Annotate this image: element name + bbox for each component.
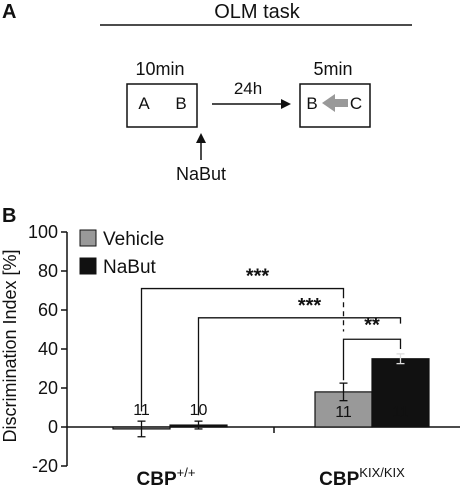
- box2-object-right: C: [350, 94, 362, 113]
- significance-bracket: [342, 338, 402, 381]
- significance-label: ***: [246, 266, 270, 288]
- significance-bracket: [140, 287, 345, 412]
- treatment-arrowhead: [196, 133, 206, 143]
- box1-object-left: A: [138, 94, 150, 113]
- legend-label: Vehicle: [103, 229, 164, 250]
- box1-duration: 10min: [135, 59, 184, 79]
- legend-label: NaBut: [103, 257, 157, 278]
- y-tick-label: 0: [48, 417, 58, 437]
- box2-object-left: B: [306, 94, 317, 113]
- box2-duration: 5min: [313, 59, 352, 79]
- sample-size-label: 11: [392, 404, 409, 421]
- interval-label: 24h: [234, 79, 262, 98]
- legend-swatch: [79, 257, 97, 275]
- y-tick-label: 40: [38, 339, 58, 359]
- object-moved-arrow-icon: [322, 94, 348, 112]
- significance-label: ***: [298, 295, 322, 317]
- y-tick-label: 80: [38, 261, 58, 281]
- training-arena-box: [126, 83, 198, 128]
- significance-label: **: [364, 314, 380, 336]
- panel-b-letter: B: [2, 205, 16, 227]
- y-tick-label: -20: [32, 456, 58, 476]
- y-axis-label: Discrimination Index [%]: [0, 249, 20, 442]
- olm-task-title: OLM task: [214, 1, 301, 23]
- y-tick-label: 20: [38, 378, 58, 398]
- interval-arrowhead: [281, 99, 291, 109]
- box1-object-right: B: [175, 94, 186, 113]
- treatment-label: NaBut: [176, 164, 226, 184]
- y-tick-label: 100: [28, 222, 58, 242]
- y-tick-label: 60: [38, 300, 58, 320]
- group-label: CBPKIX/KIX: [319, 465, 405, 487]
- group-label: CBP+/+: [137, 465, 196, 487]
- legend-swatch: [79, 229, 97, 247]
- sample-size-label: 11: [335, 404, 352, 421]
- panel-a-letter: A: [2, 1, 16, 23]
- significance-bracket: [197, 317, 402, 416]
